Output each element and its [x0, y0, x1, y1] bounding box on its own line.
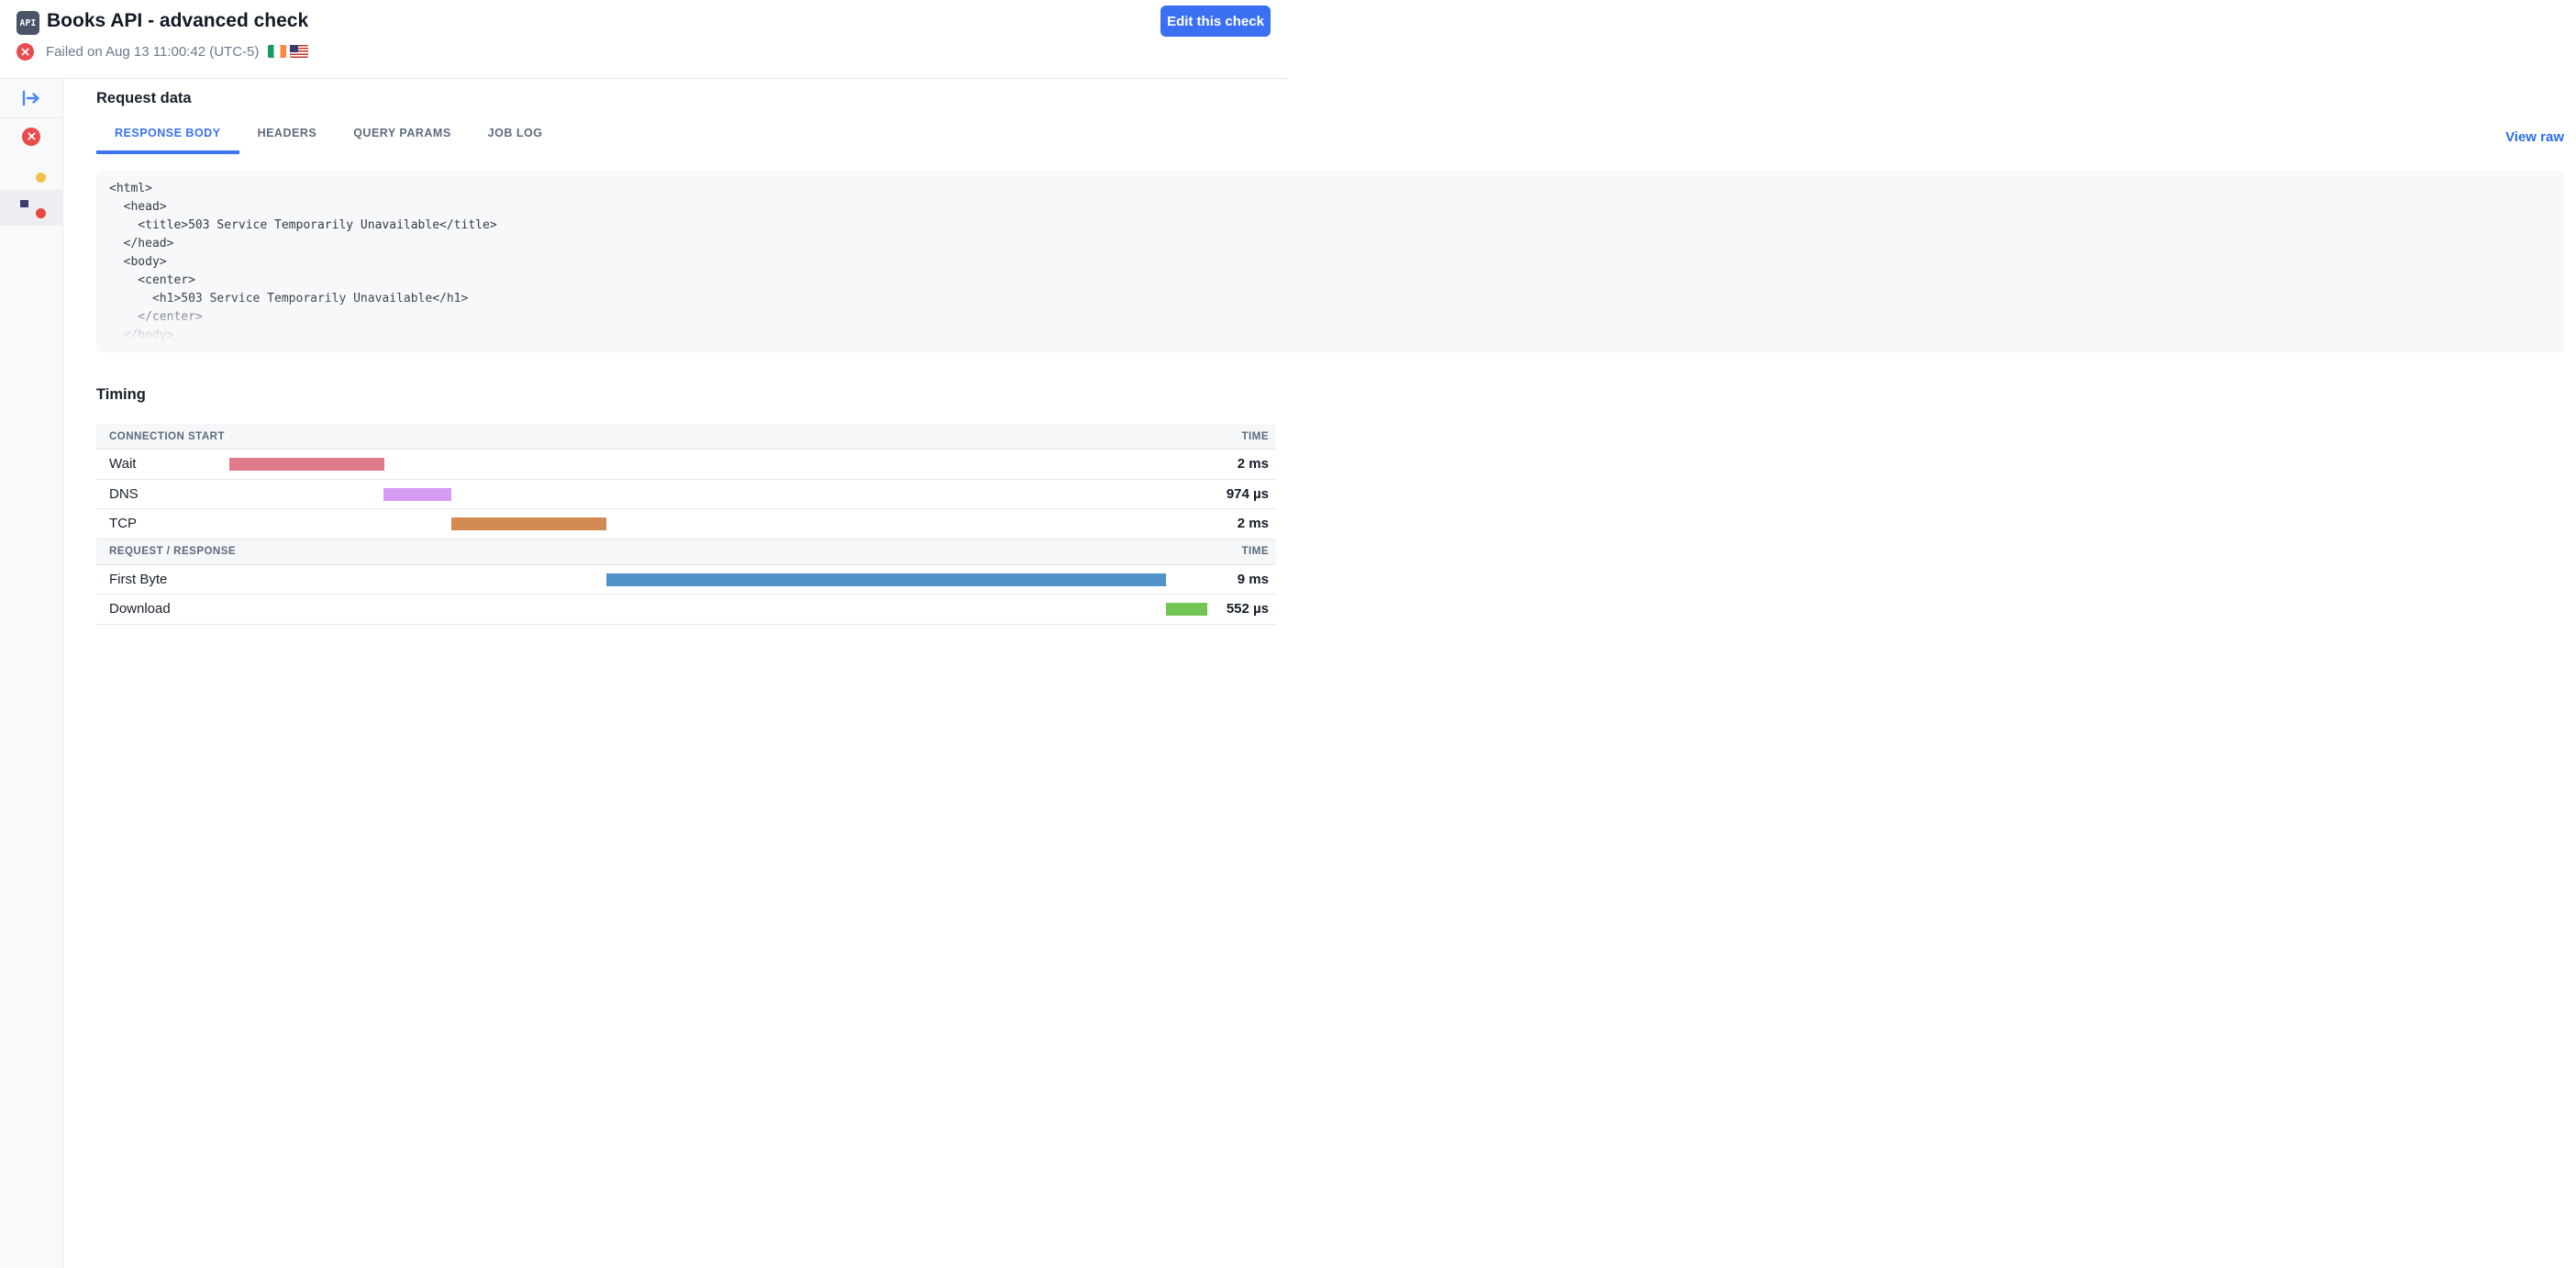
results-sidebar — [0, 79, 63, 1268]
timing-row-value: 2 ms — [1237, 516, 1269, 532]
check-status-row: Failed on Aug 13 11:00:42 (UTC-5) — [17, 42, 309, 61]
timing-bar-tcp — [450, 517, 606, 530]
timing-row-label: Download — [109, 601, 171, 617]
api-check-type-badge: API — [17, 11, 39, 35]
time-column-header: TIME — [1241, 546, 1269, 557]
page-title: Books API - advanced check — [47, 10, 309, 31]
timing-bar-wait — [228, 458, 384, 471]
tab-response-body[interactable]: RESPONSE BODY — [96, 127, 239, 154]
tab-headers[interactable]: HEADERS — [257, 127, 317, 139]
run-location-flags — [268, 45, 309, 58]
view-raw-link[interactable]: View raw — [2505, 129, 2564, 145]
sidebar-item-failed-result[interactable] — [0, 118, 62, 154]
expand-sidebar-arrow-icon — [22, 90, 39, 106]
timing-row-first-byte: First Byte 9 ms — [96, 565, 1276, 595]
tab-query-params[interactable]: QUERY PARAMS — [353, 127, 451, 139]
timing-row-label: Wait — [109, 456, 137, 473]
timing-row-label: TCP — [109, 516, 137, 532]
timing-bar-dns — [383, 487, 451, 501]
section-header-label: CONNECTION START — [109, 430, 225, 442]
response-body-code-block[interactable]: <html> <head> <title>503 Service Tempora… — [96, 171, 2564, 352]
degraded-status-dot — [35, 172, 46, 183]
timing-section-header-connection-start: CONNECTION START TIME — [96, 424, 1276, 450]
timing-bar-download — [1165, 603, 1208, 616]
timing-heading: Timing — [96, 386, 146, 403]
sidebar-item-location-ireland[interactable] — [0, 154, 62, 190]
timing-row-value: 974 µs — [1226, 485, 1269, 502]
timing-row-value: 552 µs — [1226, 601, 1269, 617]
request-data-heading: Request data — [96, 90, 192, 106]
timing-row-wait: Wait 2 ms — [96, 450, 1276, 480]
failed-status-dot — [35, 208, 46, 218]
timing-row-dns: DNS 974 µs — [96, 480, 1276, 509]
us-flag-icon — [290, 45, 309, 58]
timing-section-header-request-response: REQUEST / RESPONSE TIME — [96, 539, 1276, 565]
timing-row-value: 9 ms — [1237, 571, 1269, 587]
sidebar-item-location-us[interactable] — [0, 190, 62, 226]
tab-job-log[interactable]: JOB LOG — [487, 127, 543, 139]
status-text: Failed on Aug 13 11:00:42 (UTC-5) — [46, 43, 260, 60]
timing-bar-first-byte — [605, 573, 1167, 586]
main-content: Request data RESPONSE BODY HEADERS QUERY… — [63, 79, 2576, 1268]
section-header-label: REQUEST / RESPONSE — [109, 546, 237, 557]
timing-table: CONNECTION START TIME Wait 2 ms DNS 974 … — [96, 424, 1276, 625]
failed-status-icon — [17, 42, 34, 61]
timing-row-tcp: TCP 2 ms — [96, 509, 1276, 539]
response-body-code: <html> <head> <title>503 Service Tempora… — [109, 182, 497, 352]
expand-sidebar-button[interactable] — [0, 79, 62, 118]
timing-row-label: DNS — [109, 485, 139, 502]
ireland-flag-icon — [268, 45, 287, 58]
timing-row-download: Download 552 µs — [96, 595, 1276, 625]
timing-row-label: First Byte — [109, 571, 168, 587]
time-column-header: TIME — [1241, 430, 1269, 442]
timing-row-value: 2 ms — [1237, 456, 1269, 473]
page-header: API Books API - advanced check Failed on… — [0, 0, 1288, 79]
failed-x-circle-icon — [22, 127, 40, 146]
edit-check-button[interactable]: Edit this check — [1160, 6, 1271, 37]
request-data-tabs: RESPONSE BODY HEADERS QUERY PARAMS JOB L… — [96, 127, 2564, 154]
